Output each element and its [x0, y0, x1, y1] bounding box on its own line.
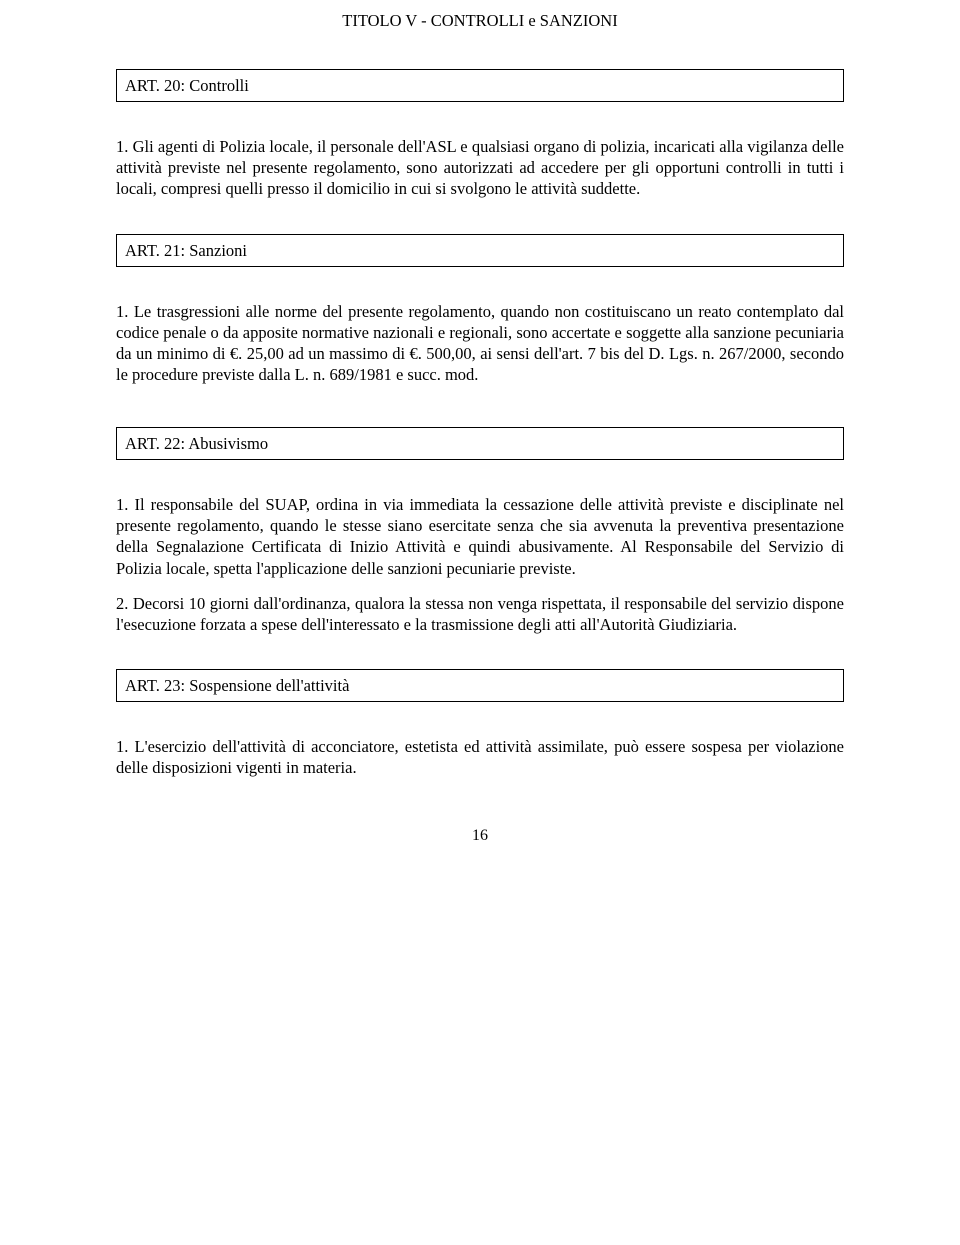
section-title: TITOLO V - CONTROLLI e SANZIONI [116, 10, 844, 31]
article-20-heading: ART. 20: Controlli [125, 76, 249, 95]
page-number: 16 [116, 826, 844, 846]
article-22-paragraph-1: 1. Il responsabile del SUAP, ordina in v… [116, 494, 844, 578]
article-23-heading: ART. 23: Sospensione dell'attività [125, 676, 349, 695]
article-heading-box: ART. 23: Sospensione dell'attività [116, 669, 844, 702]
article-22-heading: ART. 22: Abusivismo [125, 434, 268, 453]
article-21-heading: ART. 21: Sanzioni [125, 241, 247, 260]
article-20-paragraph-1: 1. Gli agenti di Polizia locale, il pers… [116, 136, 844, 199]
article-heading-box: ART. 22: Abusivismo [116, 427, 844, 460]
article-22-paragraph-2: 2. Decorsi 10 giorni dall'ordinanza, qua… [116, 593, 844, 635]
article-heading-box: ART. 21: Sanzioni [116, 234, 844, 267]
article-23-paragraph-1: 1. L'esercizio dell'attività di acconcia… [116, 736, 844, 778]
article-heading-box: ART. 20: Controlli [116, 69, 844, 102]
article-21-paragraph-1: 1. Le trasgressioni alle norme del prese… [116, 301, 844, 385]
